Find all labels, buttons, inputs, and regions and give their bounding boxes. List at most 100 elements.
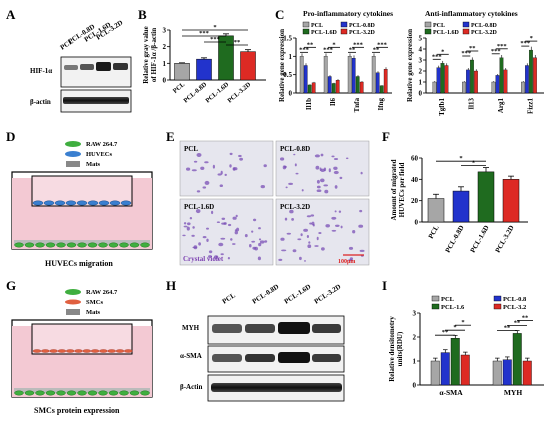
stained-cell: [193, 160, 198, 163]
bar: [440, 352, 450, 386]
lane-label: PCL-0.8D: [251, 283, 281, 306]
stained-cell: [229, 152, 233, 156]
stained-cell: [320, 178, 325, 183]
huvec-cell: [98, 200, 110, 206]
bar: [355, 76, 360, 94]
stained-cell: [208, 250, 213, 254]
bar: [450, 338, 460, 386]
stained-cell: [259, 240, 265, 244]
stained-cell: [291, 218, 294, 221]
bar: [460, 354, 470, 386]
blot-band: [245, 324, 275, 333]
band-label-bactin: β-Actin: [180, 383, 202, 391]
bar: [470, 59, 474, 94]
bar: [495, 75, 500, 94]
bar: [432, 81, 437, 94]
raw-cell: [77, 242, 87, 248]
bar: [444, 65, 449, 94]
raw-cell: [119, 390, 129, 396]
raw-cell: [108, 242, 119, 248]
stained-cell: [331, 229, 337, 232]
stained-cell: [258, 227, 261, 230]
stained-cell: [316, 185, 321, 189]
stained-cell: [221, 217, 226, 220]
stained-cell: [303, 228, 308, 232]
stained-cell: [236, 227, 240, 232]
y-tick-label: 0: [419, 90, 423, 98]
legend-smcs: SMCs: [86, 299, 103, 306]
stained-cell: [315, 165, 320, 170]
bar: [525, 65, 529, 94]
stained-cell: [232, 243, 236, 245]
smc-cell: [99, 349, 108, 353]
raw-cell: [119, 242, 129, 248]
stained-cell: [239, 157, 244, 161]
stained-cell: [220, 170, 223, 175]
stained-cell: [339, 176, 343, 180]
band-label-asma: α-SMA: [180, 352, 202, 360]
stained-cell: [191, 234, 195, 237]
stained-cell: [216, 221, 220, 223]
stained-cell: [238, 154, 242, 158]
bar: [502, 359, 512, 386]
stained-cell: [235, 214, 238, 218]
x-tick-label: PCL-1.6D: [204, 81, 230, 105]
stained-cell: [284, 217, 288, 221]
y-tick-label: 1.5: [283, 35, 292, 43]
raw-cell: [24, 242, 35, 248]
tile-label: PCL-0.8D: [280, 145, 310, 153]
stained-cell: [340, 225, 343, 229]
y-axis-label: Relative gene expression: [278, 29, 286, 102]
bar: [327, 76, 332, 94]
bar: [299, 56, 304, 94]
huvec-cell-icon: [65, 151, 81, 157]
raw-cell: [129, 390, 140, 396]
caption-smcs-protein: SMCs protein expression: [34, 406, 120, 415]
stained-cell: [282, 165, 287, 170]
raw-cell: [24, 390, 35, 396]
y-tick-label: 3: [419, 57, 423, 65]
stained-cell: [323, 184, 329, 187]
stained-cell: [258, 242, 262, 247]
stained-cell: [213, 255, 219, 259]
y-axis-label: Relative densitometry: [388, 316, 396, 382]
stained-cell: [257, 256, 261, 261]
stained-cell: [258, 238, 262, 241]
stained-cell: [281, 249, 287, 252]
smc-cell: [65, 349, 75, 353]
smc-cell: [41, 349, 50, 353]
smc-cell: [49, 349, 58, 353]
legend-swatch: [462, 28, 470, 35]
blot-band: [80, 64, 94, 70]
significance-label: ***: [432, 53, 442, 60]
legend-swatch: [424, 21, 432, 28]
huvec-cell: [109, 200, 121, 206]
stained-cell: [278, 258, 283, 261]
stained-cell: [221, 222, 226, 225]
huvec-cell: [87, 200, 99, 206]
stained-cell: [196, 190, 201, 193]
blot-band: [63, 97, 129, 104]
stained-cell: [227, 257, 230, 260]
huvec-cell: [43, 200, 55, 206]
blot-band: [64, 65, 78, 70]
stained-cell: [320, 153, 324, 157]
stained-cell: [286, 232, 291, 235]
y-tick-label: 0: [415, 219, 419, 227]
bar: [492, 360, 502, 386]
x-tick-label: Tgfb1: [438, 98, 446, 116]
blot-band: [96, 62, 111, 71]
raw-cell: [77, 390, 87, 396]
blot-band: [245, 354, 275, 362]
stained-cell: [338, 210, 342, 213]
x-tick-label: Il1b: [305, 98, 313, 110]
y-tick-label: 5: [419, 35, 423, 43]
stained-cell: [196, 153, 202, 157]
raw-cell: [35, 390, 45, 396]
x-tick-label: Tnfa: [353, 98, 361, 113]
huvec-cell: [32, 200, 44, 206]
stained-cell: [360, 171, 363, 175]
bar: [359, 81, 364, 94]
bar: [371, 56, 376, 94]
